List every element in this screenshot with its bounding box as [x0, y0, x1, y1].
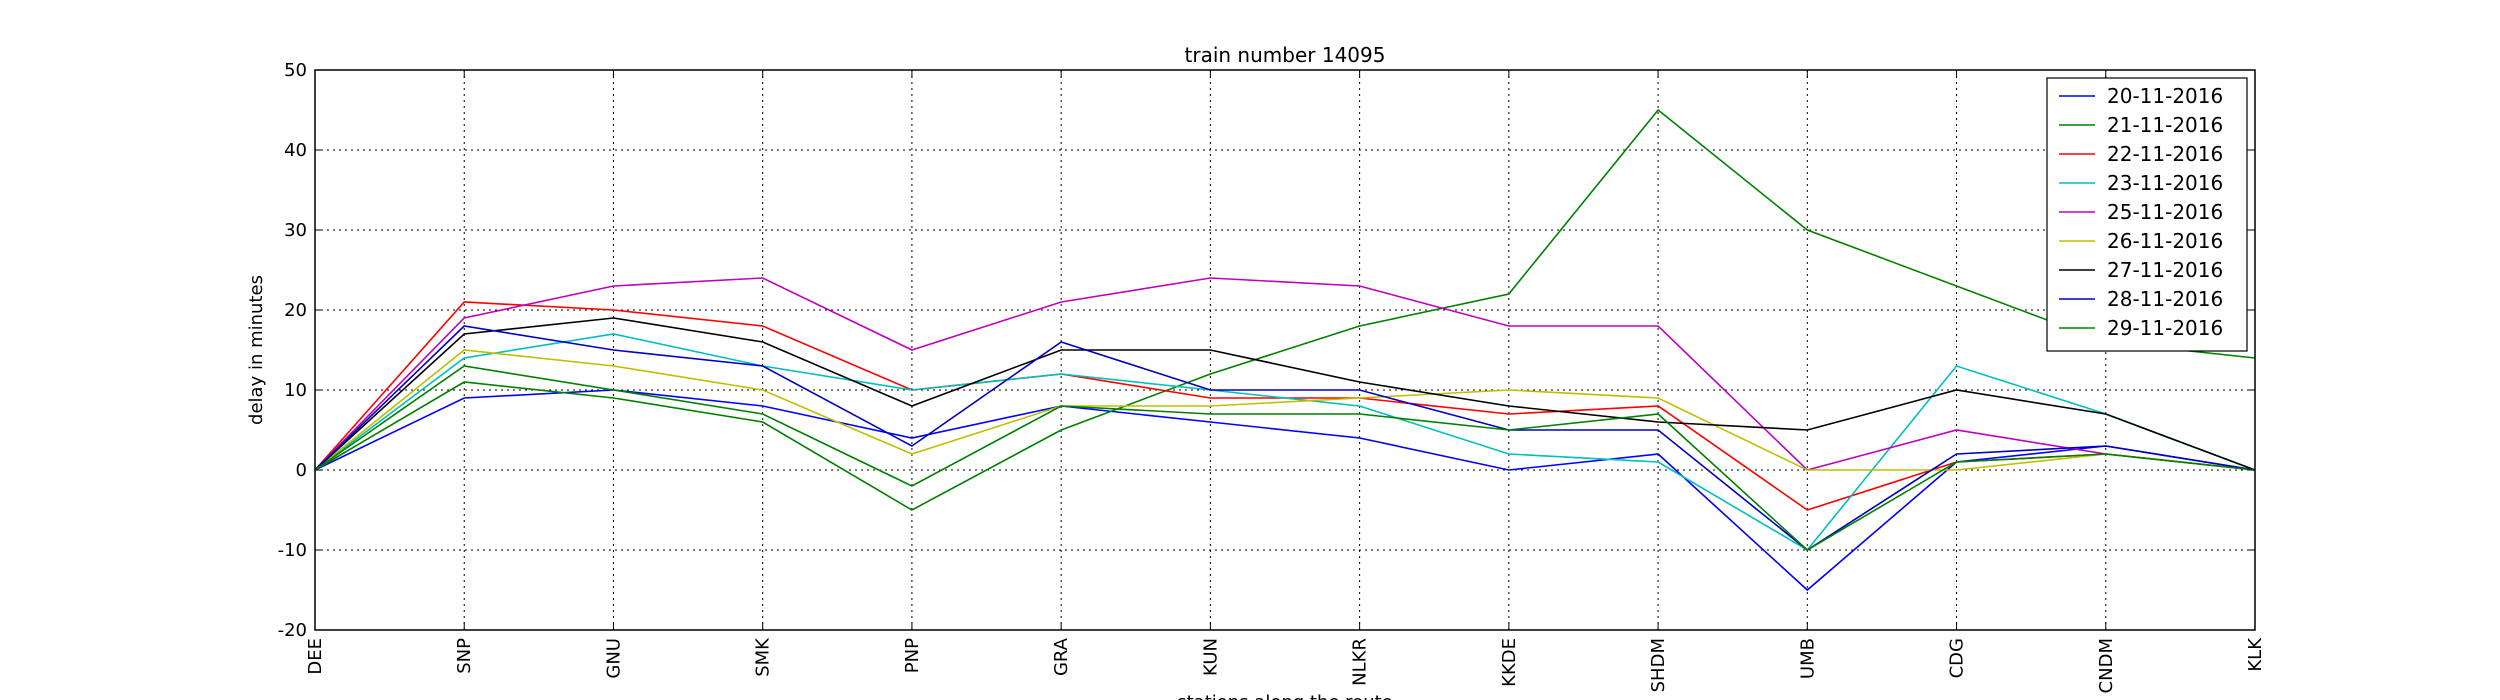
y-tick-label: 0 — [296, 460, 307, 481]
x-axis-ticks: DEE SNP GNU SMK PNP GRA KUN NLKR KKDE SHDM UMB CDG C… — [305, 70, 2266, 693]
y-tick-label: -10 — [278, 540, 307, 561]
legend-box — [2046, 77, 2248, 352]
y-tick-label: 10 — [284, 380, 307, 401]
legend-entry-label: 27-11-2016 — [2107, 258, 2223, 282]
x-tick-label: KUN — [1200, 638, 1221, 676]
y-tick-label: 50 — [284, 60, 307, 81]
y-axis-label: delay in minutes — [246, 275, 267, 425]
x-tick-label: KLK — [2245, 637, 2266, 672]
x-tick-label: DEE — [305, 638, 326, 675]
chart-title: train number 14095 — [1185, 43, 1386, 67]
series-line-20-11-2016 — [314, 389, 2256, 592]
x-tick-label: UMB — [1797, 638, 1818, 679]
x-tick-label: KKDE — [1499, 638, 1520, 687]
x-tick-label: PNP — [902, 638, 923, 673]
x-axis-label: stations along the route — [1177, 692, 1392, 700]
legend-entry-label: 23-11-2016 — [2107, 171, 2223, 195]
legend-entry-label: 22-11-2016 — [2107, 142, 2223, 166]
y-tick-label: 30 — [284, 220, 307, 241]
x-tick-label: SNP — [454, 638, 475, 674]
series-line-29-11-2016 — [314, 365, 2256, 551]
legend-entry-label: 21-11-2016 — [2107, 113, 2223, 137]
legend-entry-label: 20-11-2016 — [2107, 84, 2223, 108]
series-lines — [314, 108, 2256, 592]
legend-entry-label: 29-11-2016 — [2107, 316, 2223, 340]
series-line-25-11-2016 — [314, 277, 2256, 471]
legend-entry-label: 25-11-2016 — [2107, 200, 2223, 224]
legend-entry-label: 28-11-2016 — [2107, 287, 2223, 311]
y-tick-label: 20 — [284, 300, 307, 321]
x-tick-label: CNDM — [2096, 638, 2117, 693]
series-line-28-11-2016 — [314, 325, 2256, 551]
x-tick-label: SMK — [753, 637, 774, 677]
x-tick-label: NLKR — [1350, 638, 1371, 686]
x-tick-label: GRA — [1051, 637, 1072, 676]
y-axis-ticks: -20 -10 0 10 20 30 40 50 — [278, 60, 2255, 641]
x-tick-label: CDG — [1947, 638, 1968, 678]
plot-area-frame — [314, 69, 2256, 631]
y-tick-label: 40 — [284, 140, 307, 161]
x-tick-label: SHDM — [1648, 638, 1669, 692]
legend-entry-label: 26-11-2016 — [2107, 229, 2223, 253]
series-line-21-11-2016 — [314, 108, 2256, 511]
legend: 20-11-2016 21-11-2016 22-11-2016 23-11-2016… — [2046, 77, 2248, 352]
y-tick-label: -20 — [278, 620, 307, 641]
series-line-27-11-2016 — [314, 317, 2256, 471]
x-tick-label: GNU — [603, 638, 624, 679]
